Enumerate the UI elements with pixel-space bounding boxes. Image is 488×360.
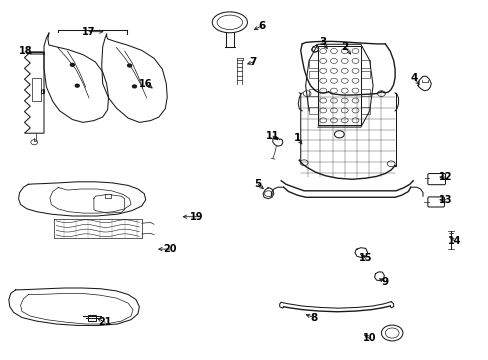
Bar bbox=[32, 78, 41, 101]
Text: 6: 6 bbox=[258, 21, 264, 31]
Circle shape bbox=[127, 64, 131, 67]
Text: 2: 2 bbox=[341, 42, 347, 52]
Text: 18: 18 bbox=[19, 46, 32, 56]
Text: 19: 19 bbox=[189, 212, 203, 222]
Circle shape bbox=[132, 85, 136, 88]
Text: 5: 5 bbox=[254, 179, 261, 189]
Text: 9: 9 bbox=[381, 276, 388, 287]
Text: 20: 20 bbox=[163, 244, 177, 254]
Text: 14: 14 bbox=[447, 236, 461, 246]
Text: 11: 11 bbox=[265, 131, 279, 141]
Text: 13: 13 bbox=[438, 195, 452, 205]
Text: 15: 15 bbox=[358, 253, 372, 264]
Text: 8: 8 bbox=[310, 312, 317, 323]
Text: 21: 21 bbox=[98, 317, 112, 327]
Text: 3: 3 bbox=[319, 37, 325, 48]
Text: 4: 4 bbox=[410, 73, 418, 84]
Text: 16: 16 bbox=[139, 78, 152, 89]
Circle shape bbox=[70, 63, 74, 66]
Circle shape bbox=[75, 84, 79, 87]
Text: 7: 7 bbox=[249, 57, 257, 67]
Text: 10: 10 bbox=[362, 333, 376, 343]
Text: 1: 1 bbox=[293, 132, 300, 143]
Text: 12: 12 bbox=[438, 172, 452, 182]
Bar bbox=[88, 315, 96, 321]
Text: 17: 17 bbox=[82, 27, 96, 37]
